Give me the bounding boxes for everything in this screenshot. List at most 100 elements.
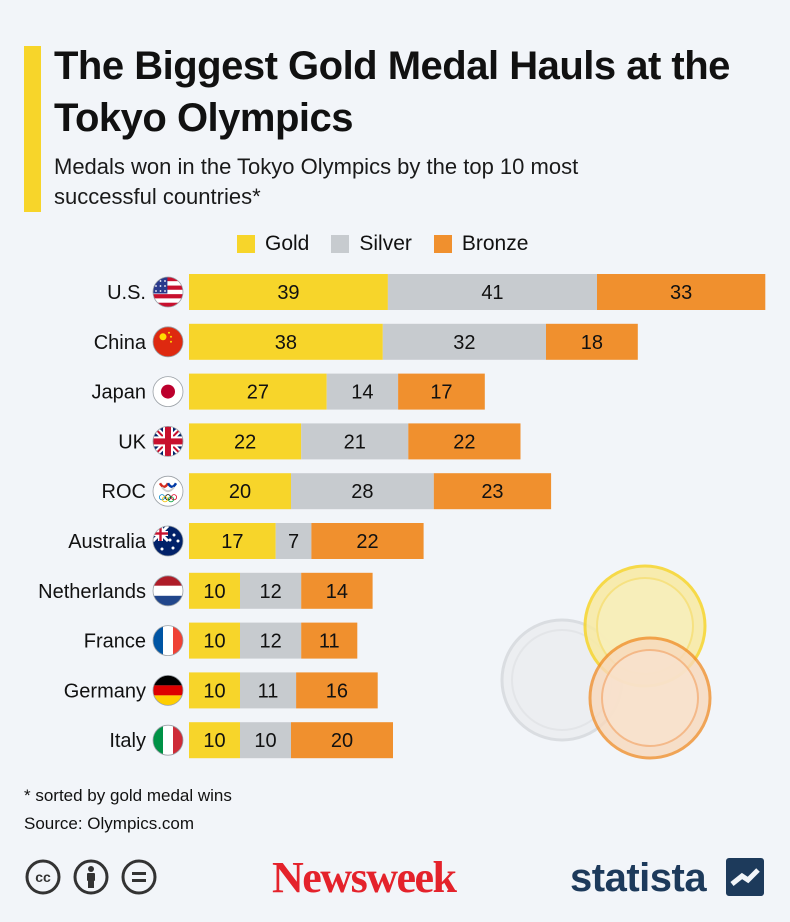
data-label: 10: [203, 730, 225, 752]
australia-flag-icon: [152, 525, 184, 557]
bar-row: ROC 20 28 23: [102, 473, 552, 510]
data-label: 12: [259, 631, 281, 653]
statista-logo[interactable]: statista: [570, 856, 707, 900]
data-label: 22: [234, 431, 256, 453]
bar-segment-gold: [189, 423, 302, 460]
bar-row: Japan 27 14 17: [92, 373, 485, 410]
bar-segment-silver: [387, 274, 597, 310]
category-label: China: [94, 332, 147, 354]
category-label: France: [84, 631, 146, 653]
data-label: 14: [351, 382, 373, 404]
bar-segment-gold: [189, 622, 240, 659]
legend-item-bronze: Bronze: [433, 232, 529, 256]
data-label: 10: [203, 680, 225, 702]
bar-row: Germany 10 11 16: [64, 672, 378, 709]
data-label: 23: [481, 481, 503, 503]
statista-mark-icon: [726, 858, 764, 896]
category-label: Netherlands: [38, 581, 146, 603]
bar-segment-gold: [189, 274, 388, 310]
medal-decoration: [500, 564, 712, 760]
data-label: 17: [221, 531, 243, 553]
data-label: 16: [326, 680, 348, 702]
bar-segment-gold: [189, 323, 383, 360]
chart-subtitle: Medals won in the Tokyo Olympics by the …: [54, 154, 579, 209]
data-label: 11: [258, 680, 279, 702]
creative-commons-icon[interactable]: cc: [24, 858, 62, 896]
bar-segment-silver: [291, 473, 434, 510]
bar-segment-silver: [275, 523, 312, 559]
bar-segment-silver: [326, 373, 399, 410]
roc-flag-icon: [152, 475, 184, 507]
bar-segment-gold: [189, 672, 240, 709]
data-label: 14: [326, 581, 348, 603]
data-label: 7: [288, 531, 299, 553]
bar-segment-bronze: [291, 722, 393, 759]
data-label: 27: [247, 382, 269, 404]
no-derivatives-icon[interactable]: [120, 858, 158, 896]
bar-chart: U.S. 39 41 33 China 38 32 18 Japan 27 14 17 UK 22 21 22…: [38, 274, 766, 759]
bar-segment-bronze: [433, 473, 552, 510]
category-label: Italy: [109, 730, 146, 752]
newsweek-logo[interactable]: Newsweek: [272, 853, 457, 902]
legend-label-gold: Gold: [265, 232, 310, 255]
bar-row: Australia 17 7 22: [68, 523, 424, 559]
bar-segment-silver: [382, 323, 546, 360]
bar-segment-gold: [189, 373, 327, 410]
data-label: 20: [229, 481, 251, 503]
netherlands-flag-icon: [152, 575, 184, 607]
legend-item-silver: Silver: [331, 232, 412, 256]
bar-row: France 10 12 11: [84, 622, 358, 659]
bar-row: U.S. 39 41 33: [107, 274, 766, 310]
svg-text:cc: cc: [35, 869, 51, 885]
category-label: Japan: [92, 382, 147, 404]
data-label: 20: [331, 730, 353, 752]
footnote: * sorted by gold medal wins: [24, 786, 232, 805]
chart-title: The Biggest Gold Medal Hauls at the Toky…: [54, 44, 730, 140]
data-label: 41: [481, 282, 503, 304]
data-label: 17: [430, 382, 452, 404]
bar-row: China 38 32 18: [94, 323, 638, 360]
legend-label-silver: Silver: [359, 232, 412, 255]
attribution-icon[interactable]: [72, 858, 110, 896]
data-label: 38: [275, 332, 297, 354]
bar-row: Italy 10 10 20: [109, 722, 393, 759]
legend: Gold Silver Bronze: [237, 230, 550, 258]
bar-segment-gold: [189, 473, 291, 510]
data-label: 22: [453, 431, 475, 453]
bar-segment-silver: [240, 672, 297, 709]
data-label: 39: [277, 282, 299, 304]
legend-swatch-gold: [237, 235, 255, 253]
bar-segment-silver: [240, 622, 302, 659]
category-label: Germany: [64, 680, 146, 702]
legend-label-bronze: Bronze: [461, 232, 529, 255]
bar-segment-gold: [189, 572, 240, 609]
china-flag-icon: [152, 326, 184, 358]
bar-segment-bronze: [408, 423, 521, 460]
bar-segment-bronze: [398, 373, 485, 410]
japan-flag-icon: [152, 376, 184, 408]
license-icons: cc: [24, 858, 168, 896]
title-accent-bar: [24, 46, 41, 212]
data-label: 10: [203, 581, 225, 603]
legend-swatch-silver: [331, 235, 350, 253]
germany-flag-icon: [152, 674, 184, 706]
data-label: 11: [319, 631, 340, 653]
bar-segment-gold: [189, 523, 276, 559]
bar-row: Netherlands 10 12 14: [38, 572, 373, 609]
bar-segment-silver: [301, 423, 409, 460]
data-label: 33: [670, 282, 692, 304]
bar-segment-bronze: [296, 672, 378, 709]
bar-row: UK 22 21 22: [118, 423, 521, 460]
data-label: 18: [581, 332, 603, 354]
bar-segment-bronze: [311, 523, 424, 559]
data-label: 10: [254, 730, 276, 752]
data-label: 32: [453, 332, 475, 354]
bar-segment-bronze: [546, 323, 638, 360]
category-label: ROC: [102, 481, 146, 503]
bar-segment-silver: [240, 572, 302, 609]
bar-segment-silver: [240, 722, 291, 759]
category-label: Australia: [68, 531, 147, 553]
data-label: 22: [356, 531, 378, 553]
us-flag-icon: [152, 276, 184, 308]
bar-segment-bronze: [597, 274, 766, 310]
